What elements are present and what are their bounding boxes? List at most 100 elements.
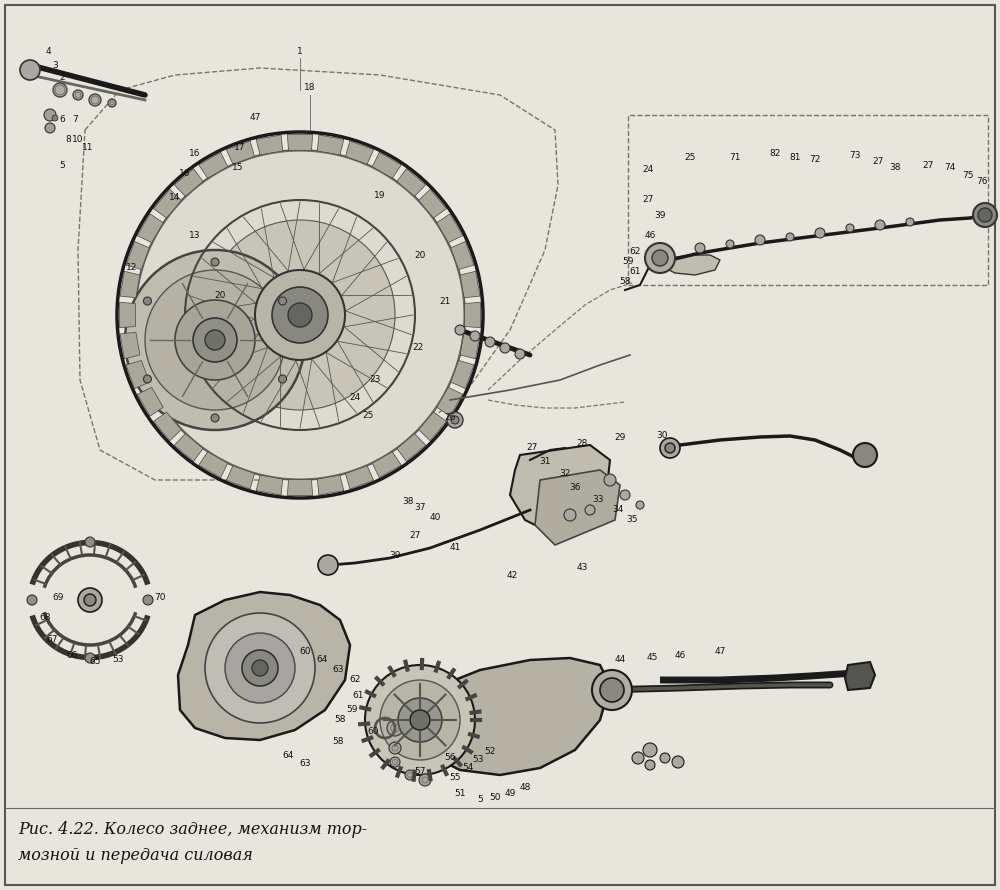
Text: 43: 43	[576, 563, 588, 572]
Polygon shape	[287, 134, 313, 150]
Polygon shape	[845, 662, 875, 690]
Text: 19: 19	[374, 190, 386, 199]
Circle shape	[175, 300, 255, 380]
Text: 69: 69	[52, 594, 64, 603]
Text: 53: 53	[472, 756, 484, 765]
Polygon shape	[372, 152, 401, 178]
Circle shape	[225, 633, 295, 703]
Text: 65: 65	[89, 658, 101, 667]
Circle shape	[45, 123, 55, 133]
Circle shape	[695, 243, 705, 253]
Circle shape	[665, 443, 675, 453]
Circle shape	[853, 443, 877, 467]
Circle shape	[978, 208, 992, 222]
Circle shape	[205, 220, 395, 410]
Text: 71: 71	[729, 153, 741, 163]
Circle shape	[398, 698, 442, 742]
Circle shape	[600, 678, 624, 702]
Polygon shape	[345, 141, 374, 165]
Polygon shape	[437, 214, 463, 243]
Circle shape	[726, 240, 734, 248]
Polygon shape	[345, 465, 374, 489]
Circle shape	[279, 297, 287, 305]
Text: 25: 25	[684, 153, 696, 163]
Circle shape	[211, 414, 219, 422]
Text: 1: 1	[297, 47, 303, 56]
Text: 34: 34	[612, 506, 624, 514]
Text: 33: 33	[592, 496, 604, 505]
Text: 39: 39	[654, 211, 666, 220]
Text: 66: 66	[66, 651, 78, 659]
Polygon shape	[137, 214, 163, 243]
Text: 46: 46	[644, 231, 656, 239]
Circle shape	[193, 318, 237, 362]
Bar	[628, 115, 988, 285]
Circle shape	[455, 325, 465, 335]
Text: 73: 73	[849, 150, 861, 159]
Circle shape	[786, 233, 794, 241]
Text: 55: 55	[449, 773, 461, 782]
Text: 5: 5	[59, 160, 65, 169]
Circle shape	[645, 760, 655, 770]
Text: 47: 47	[249, 114, 261, 123]
Polygon shape	[317, 475, 344, 495]
Text: 10: 10	[72, 135, 84, 144]
Polygon shape	[372, 452, 401, 478]
Text: 63: 63	[299, 758, 311, 767]
Polygon shape	[397, 168, 426, 197]
Polygon shape	[199, 152, 228, 178]
Text: 17: 17	[234, 143, 246, 152]
Text: 20: 20	[414, 250, 426, 260]
Polygon shape	[256, 475, 283, 495]
Text: 58: 58	[619, 278, 631, 287]
Text: 41: 41	[449, 544, 461, 553]
Text: 4: 4	[45, 47, 51, 56]
Circle shape	[279, 375, 287, 383]
Polygon shape	[287, 480, 313, 496]
Polygon shape	[126, 360, 149, 389]
Circle shape	[365, 665, 475, 775]
Text: 64: 64	[316, 656, 328, 665]
Polygon shape	[465, 303, 481, 328]
Text: 18: 18	[304, 84, 316, 93]
Circle shape	[447, 412, 463, 428]
Circle shape	[604, 474, 616, 486]
Text: 61: 61	[629, 268, 641, 277]
Circle shape	[108, 99, 116, 107]
Polygon shape	[660, 255, 720, 275]
Text: мозной и передача силовая: мозной и передача силовая	[18, 846, 253, 863]
Text: 23: 23	[369, 376, 381, 384]
Circle shape	[272, 287, 328, 343]
Circle shape	[973, 203, 997, 227]
Circle shape	[906, 218, 914, 226]
Text: 44: 44	[614, 656, 626, 665]
Polygon shape	[119, 303, 135, 328]
Circle shape	[125, 250, 305, 430]
Polygon shape	[451, 360, 474, 389]
Circle shape	[78, 588, 102, 612]
Polygon shape	[419, 412, 446, 441]
Circle shape	[84, 594, 96, 606]
Text: 27: 27	[526, 443, 538, 452]
Text: 57: 57	[414, 767, 426, 776]
Circle shape	[485, 337, 495, 347]
Text: 2: 2	[59, 74, 65, 83]
Polygon shape	[120, 271, 140, 298]
Text: 74: 74	[944, 164, 956, 173]
Circle shape	[242, 650, 278, 686]
Circle shape	[288, 303, 312, 327]
Circle shape	[875, 220, 885, 230]
Text: 35: 35	[626, 515, 638, 524]
Text: 46: 46	[674, 651, 686, 659]
Text: 68: 68	[39, 613, 51, 622]
Polygon shape	[178, 592, 350, 740]
Circle shape	[636, 501, 644, 509]
Text: 63: 63	[332, 666, 344, 675]
Text: 38: 38	[402, 498, 414, 506]
Circle shape	[645, 243, 675, 273]
Text: 60: 60	[367, 727, 379, 737]
Circle shape	[451, 416, 459, 424]
Circle shape	[85, 537, 95, 547]
Text: 25: 25	[362, 410, 374, 419]
Text: 21: 21	[439, 297, 451, 306]
